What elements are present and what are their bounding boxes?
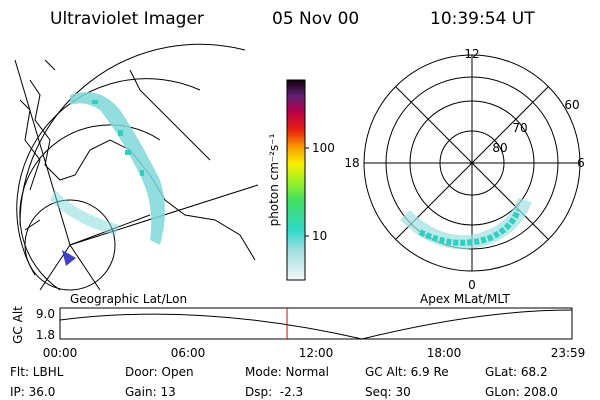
mlat-label: 70 bbox=[512, 121, 527, 135]
mlt-label: 18 bbox=[344, 156, 359, 170]
mlt-label: 12 bbox=[464, 47, 479, 61]
info-item: Dsp: -2.3 bbox=[245, 385, 303, 399]
mlat-label: 80 bbox=[492, 141, 507, 155]
info-item: Door: Open bbox=[125, 365, 194, 379]
info-item: GLat: 68.2 bbox=[485, 365, 548, 379]
info-panel: Flt: LBHL Door: Open Mode: Normal GC Alt: 6… bbox=[10, 365, 558, 399]
info-item: IP: 36.0 bbox=[10, 385, 55, 399]
info-item: GLon: 208.0 bbox=[485, 385, 558, 399]
colorbar-label: photon cm⁻²s⁻¹ bbox=[267, 133, 281, 226]
time: 10:39:54 UT bbox=[430, 9, 535, 29]
info-item: Gain: 13 bbox=[125, 385, 176, 399]
title: Ultraviolet Imager bbox=[50, 9, 204, 29]
altitude-axis-label: GC Alt bbox=[11, 306, 25, 344]
colorbar bbox=[286, 79, 306, 281]
polar-plot bbox=[363, 54, 581, 272]
altitude-plot-frame bbox=[59, 307, 573, 340]
altitude-curve bbox=[59, 309, 573, 340]
mlat-label: 60 bbox=[564, 98, 579, 112]
y-tick-label: 9.0 bbox=[36, 307, 55, 321]
mlt-label: 6 bbox=[577, 156, 585, 170]
colorbar-tick-label: 100 bbox=[312, 141, 335, 155]
colorbar-tick-label: 10 bbox=[312, 229, 327, 243]
info-item: Mode: Normal bbox=[245, 365, 329, 379]
mlt-label: 0 bbox=[468, 278, 476, 292]
polar-label: Apex MLat/MLT bbox=[420, 292, 510, 306]
info-item: Seq: 30 bbox=[365, 385, 411, 399]
date: 05 Nov 00 bbox=[272, 9, 359, 29]
map-label: Geographic Lat/Lon bbox=[70, 292, 187, 306]
x-tick-label: 00:00 bbox=[43, 346, 78, 360]
y-tick-label: 1.8 bbox=[36, 328, 55, 342]
x-tick-label: 12:00 bbox=[299, 346, 334, 360]
x-tick-label: 23:59 bbox=[551, 346, 586, 360]
x-tick-label: 06:00 bbox=[171, 346, 206, 360]
info-item: Flt: LBHL bbox=[10, 365, 64, 379]
x-tick-label: 18:00 bbox=[427, 346, 462, 360]
info-item: GC Alt: 6.9 Re bbox=[365, 365, 449, 379]
geographic-map bbox=[14, 43, 259, 291]
